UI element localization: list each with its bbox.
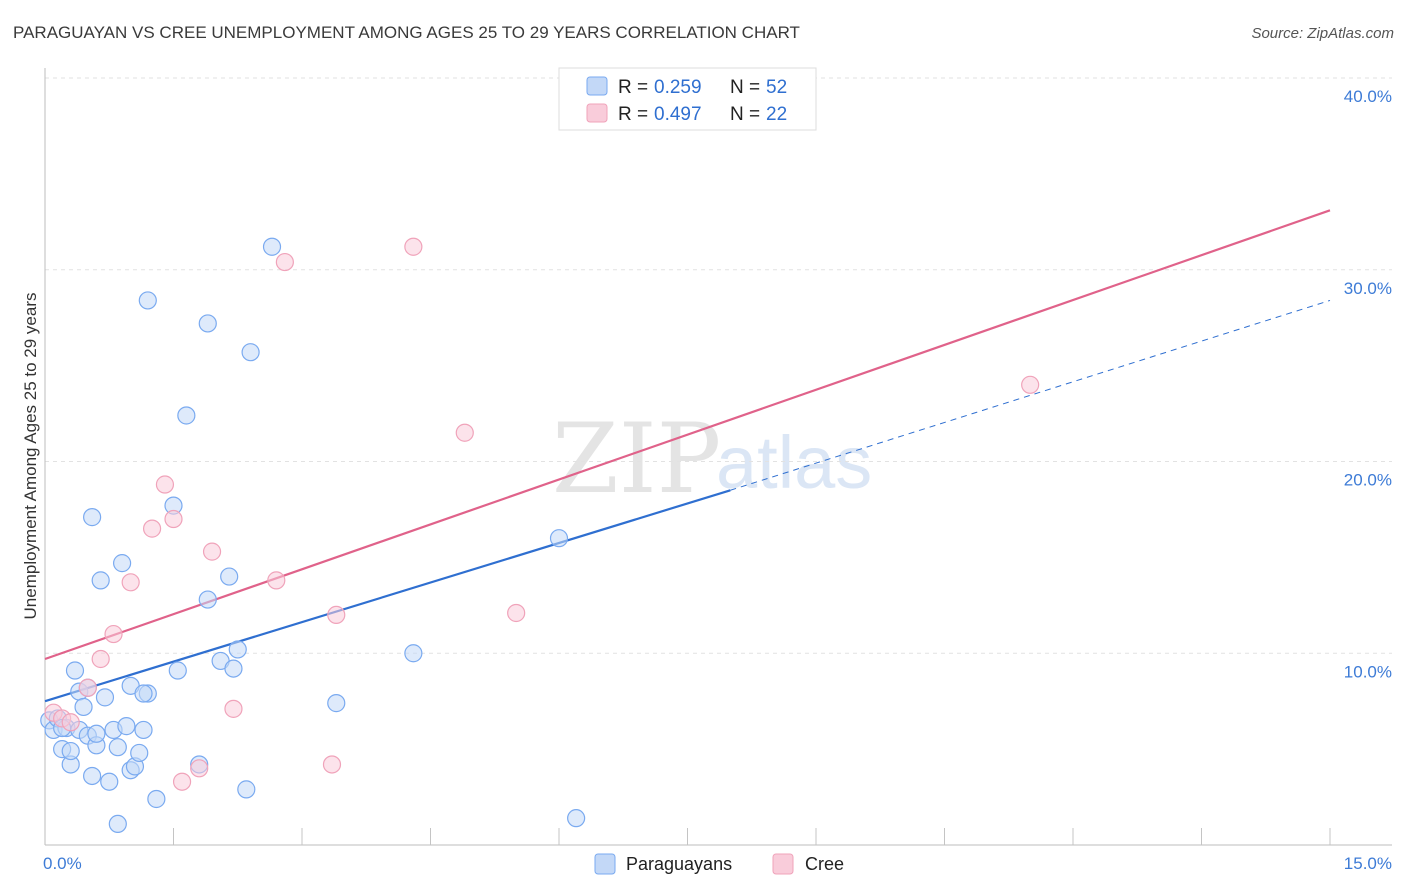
point-cree [172,772,192,791]
watermark-atlas: atlas [716,421,872,504]
point-paraguayans [95,688,115,707]
bottom-legend-swatch-cree [772,853,794,875]
point-cree [164,509,183,529]
point-cree [190,759,209,778]
point-cree [142,519,162,538]
y-axis-label: Unemployment Among Ages 25 to 29 years [21,293,40,620]
trendline-paraguayans [44,489,731,703]
point-paraguayans [262,237,282,256]
point-paraguayans [100,772,119,791]
point-paraguayans [198,314,217,333]
legend-n-value-1: 52 [766,77,787,98]
point-paraguayans [108,738,127,757]
legend-n-value-2: 22 [766,104,787,125]
point-cree [202,542,222,561]
point-paraguayans [327,694,346,713]
point-paraguayans [177,406,196,425]
point-cree [78,678,97,697]
legend-r-value-2: 0.497 [654,104,702,125]
point-cree [91,649,110,669]
chart-title: PARAGUAYAN VS CREE UNEMPLOYMENT AMONG AG… [13,23,800,42]
point-cree [224,699,243,718]
point-paraguayans [147,789,166,809]
x-tick-label: 15.0% [1344,854,1392,873]
trendline-cree [44,209,1331,661]
point-paraguayans [87,724,106,743]
chart-source: Source: ZipAtlas.com [1251,25,1394,42]
bottom-legend-label-paraguayans: Paraguayans [626,854,732,874]
point-cree [61,713,80,732]
x-tick-label: 0.0% [43,854,82,873]
point-cree [322,755,342,774]
point-cree [267,571,286,590]
bottom-legend: Paraguayans Cree [594,853,844,875]
legend: R = 0.259 N = 52 R = 0.497 N = 22 [558,67,817,131]
point-paraguayans [65,661,85,680]
point-paraguayans [61,741,80,761]
data-points [40,237,1040,834]
point-paraguayans [117,717,136,736]
y-tick-label: 40.0% [1344,87,1392,106]
legend-r-label-2: R = [618,104,648,125]
legend-r-label-1: R = [618,77,648,98]
point-paraguayans [134,684,153,703]
point-paraguayans [404,644,423,663]
y-tick-label: 10.0% [1344,662,1392,681]
point-paraguayans [224,659,243,678]
point-cree [507,603,526,623]
point-cree [275,252,294,272]
point-paraguayans [567,809,586,828]
point-paraguayans [112,554,132,573]
point-cree [104,624,123,644]
point-cree [155,475,175,494]
point-paraguayans [237,780,256,799]
y-tick-label: 30.0% [1344,279,1392,298]
tick-labels: 10.0% 20.0% 30.0% 40.0% 0.0% 15.0% [43,87,1392,873]
point-paraguayans [91,571,110,590]
legend-swatch-paraguayans [586,76,608,96]
y-tick-label: 20.0% [1344,471,1392,490]
point-cree [327,605,346,625]
point-paraguayans [220,567,239,586]
trendlines [44,209,1331,703]
point-paraguayans [83,766,102,786]
trendline-extension-paraguayans [730,299,1331,491]
point-paraguayans [83,508,102,527]
point-paraguayans [549,529,569,548]
point-paraguayans [108,814,127,834]
point-paraguayans [241,343,260,362]
point-cree [404,237,423,256]
gridlines [45,77,1392,654]
watermark-zip: ZIP [552,403,721,515]
point-paraguayans [138,291,157,310]
bottom-legend-swatch-paraguayans [594,853,616,875]
legend-n-label-1: N = [730,77,760,98]
legend-swatch-cree [586,103,608,123]
point-paraguayans [168,661,187,680]
legend-n-label-2: N = [730,104,760,125]
point-cree [1021,375,1040,394]
point-paraguayans [198,590,217,609]
point-paraguayans [74,697,93,717]
point-cree [455,423,474,442]
point-cree [121,573,140,592]
point-paraguayans [228,640,247,659]
bottom-legend-label-cree: Cree [805,854,844,874]
legend-r-value-1: 0.259 [654,77,702,98]
point-paraguayans [130,743,149,763]
point-paraguayans [134,720,153,740]
